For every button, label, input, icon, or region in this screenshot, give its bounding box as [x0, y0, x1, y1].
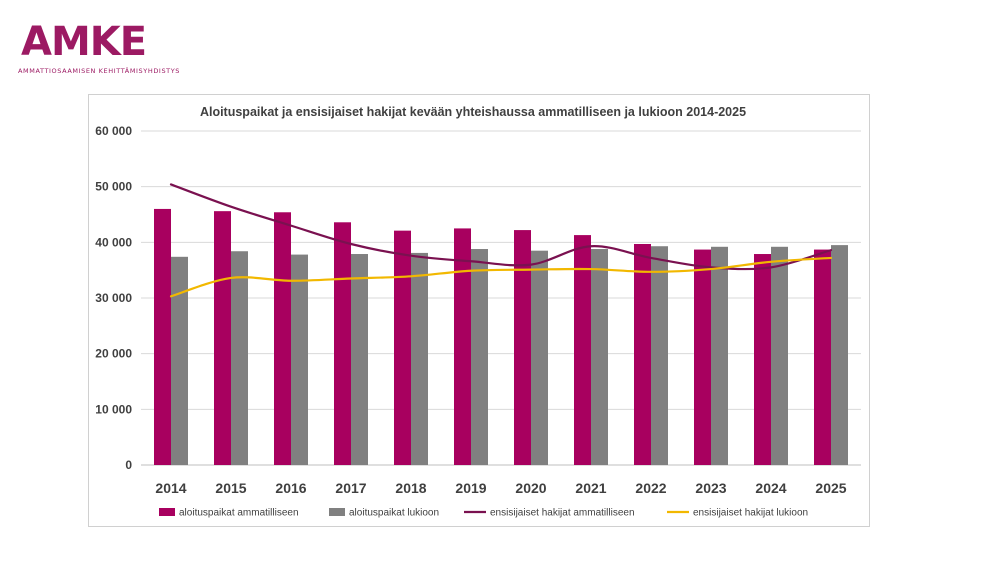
bar-ammatilliseen — [154, 208, 171, 465]
y-tick-label: 40 000 — [95, 235, 132, 249]
y-tick-label: 30 000 — [95, 291, 132, 305]
bar-ammatilliseen — [214, 211, 231, 465]
x-tick-label: 2022 — [635, 480, 666, 496]
bar-lukioon — [531, 250, 548, 465]
bar-lukioon — [411, 252, 428, 465]
bars — [154, 208, 848, 465]
bar-lukioon — [711, 246, 728, 465]
line-hakijat-lukioon — [169, 256, 833, 298]
logo-subtitle: AMMATTIOSAAMISEN KEHITTÄMISYHDISTYS — [18, 67, 181, 75]
bar-lukioon — [651, 246, 668, 465]
legend-label: ensisijaiset hakijat lukioon — [693, 508, 808, 519]
series-lines — [169, 183, 833, 298]
y-tick-label: 50 000 — [95, 180, 132, 194]
bar-ammatilliseen — [334, 222, 351, 465]
bar-lukioon — [831, 245, 848, 465]
bar-lukioon — [351, 254, 368, 465]
chart-svg: Aloituspaikat ja ensisijaiset hakijat ke… — [95, 105, 861, 519]
y-tick-label: 60 000 — [95, 124, 132, 138]
bar-ammatilliseen — [754, 254, 771, 465]
legend-label: ensisijaiset hakijat ammatilliseen — [490, 508, 635, 519]
chart-frame: Aloituspaikat ja ensisijaiset hakijat ke… — [88, 94, 870, 527]
bar-lukioon — [591, 249, 608, 465]
x-tick-label: 2021 — [575, 480, 606, 496]
logo-wordmark: AMKE — [21, 19, 147, 65]
x-tick-label: 2025 — [815, 480, 846, 496]
y-axis: 0 10 000 20 000 30 000 40 000 50 000 60 000 — [95, 124, 132, 472]
bar-ammatilliseen — [814, 249, 831, 465]
bar-ammatilliseen — [454, 228, 471, 465]
grid-lines — [141, 130, 861, 466]
x-tick-label: 2019 — [455, 480, 486, 496]
y-tick-label: 0 — [125, 458, 132, 472]
bar-lukioon — [171, 256, 188, 465]
chart-title: Aloituspaikat ja ensisijaiset hakijat ke… — [200, 105, 746, 119]
x-tick-label: 2020 — [515, 480, 546, 496]
legend-label: aloituspaikat ammatilliseen — [179, 508, 299, 519]
bar-ammatilliseen — [394, 230, 411, 465]
line-hakijat-ammatilliseen — [169, 183, 833, 271]
x-tick-label: 2015 — [215, 480, 246, 496]
bar-lukioon — [471, 249, 488, 465]
bar-ammatilliseen — [694, 249, 711, 465]
x-tick-label: 2017 — [335, 480, 366, 496]
bar-lukioon — [231, 251, 248, 465]
x-axis: 2014 2015 2016 2017 2018 2019 2020 2021 2022 2023… — [155, 480, 846, 496]
bar-ammatilliseen — [634, 244, 651, 465]
legend-swatch — [159, 508, 175, 516]
x-tick-label: 2024 — [755, 480, 786, 496]
y-tick-label: 20 000 — [95, 347, 132, 361]
amke-logo: AMKE AMMATTIOSAAMISEN KEHITTÄMISYHDISTYS — [18, 19, 181, 76]
bar-lukioon — [291, 254, 308, 465]
legend-swatch — [329, 508, 345, 516]
legend-label: aloituspaikat lukioon — [349, 508, 439, 519]
legend: aloituspaikat ammatilliseen aloituspaikat… — [159, 508, 808, 519]
x-tick-label: 2016 — [275, 480, 306, 496]
x-tick-label: 2018 — [395, 480, 426, 496]
bar-ammatilliseen — [514, 230, 531, 465]
bar-ammatilliseen — [274, 212, 291, 465]
y-tick-label: 10 000 — [95, 402, 132, 416]
bar-ammatilliseen — [574, 235, 591, 465]
bar-lukioon — [771, 246, 788, 465]
x-tick-label: 2023 — [695, 480, 726, 496]
x-tick-label: 2014 — [155, 480, 186, 496]
